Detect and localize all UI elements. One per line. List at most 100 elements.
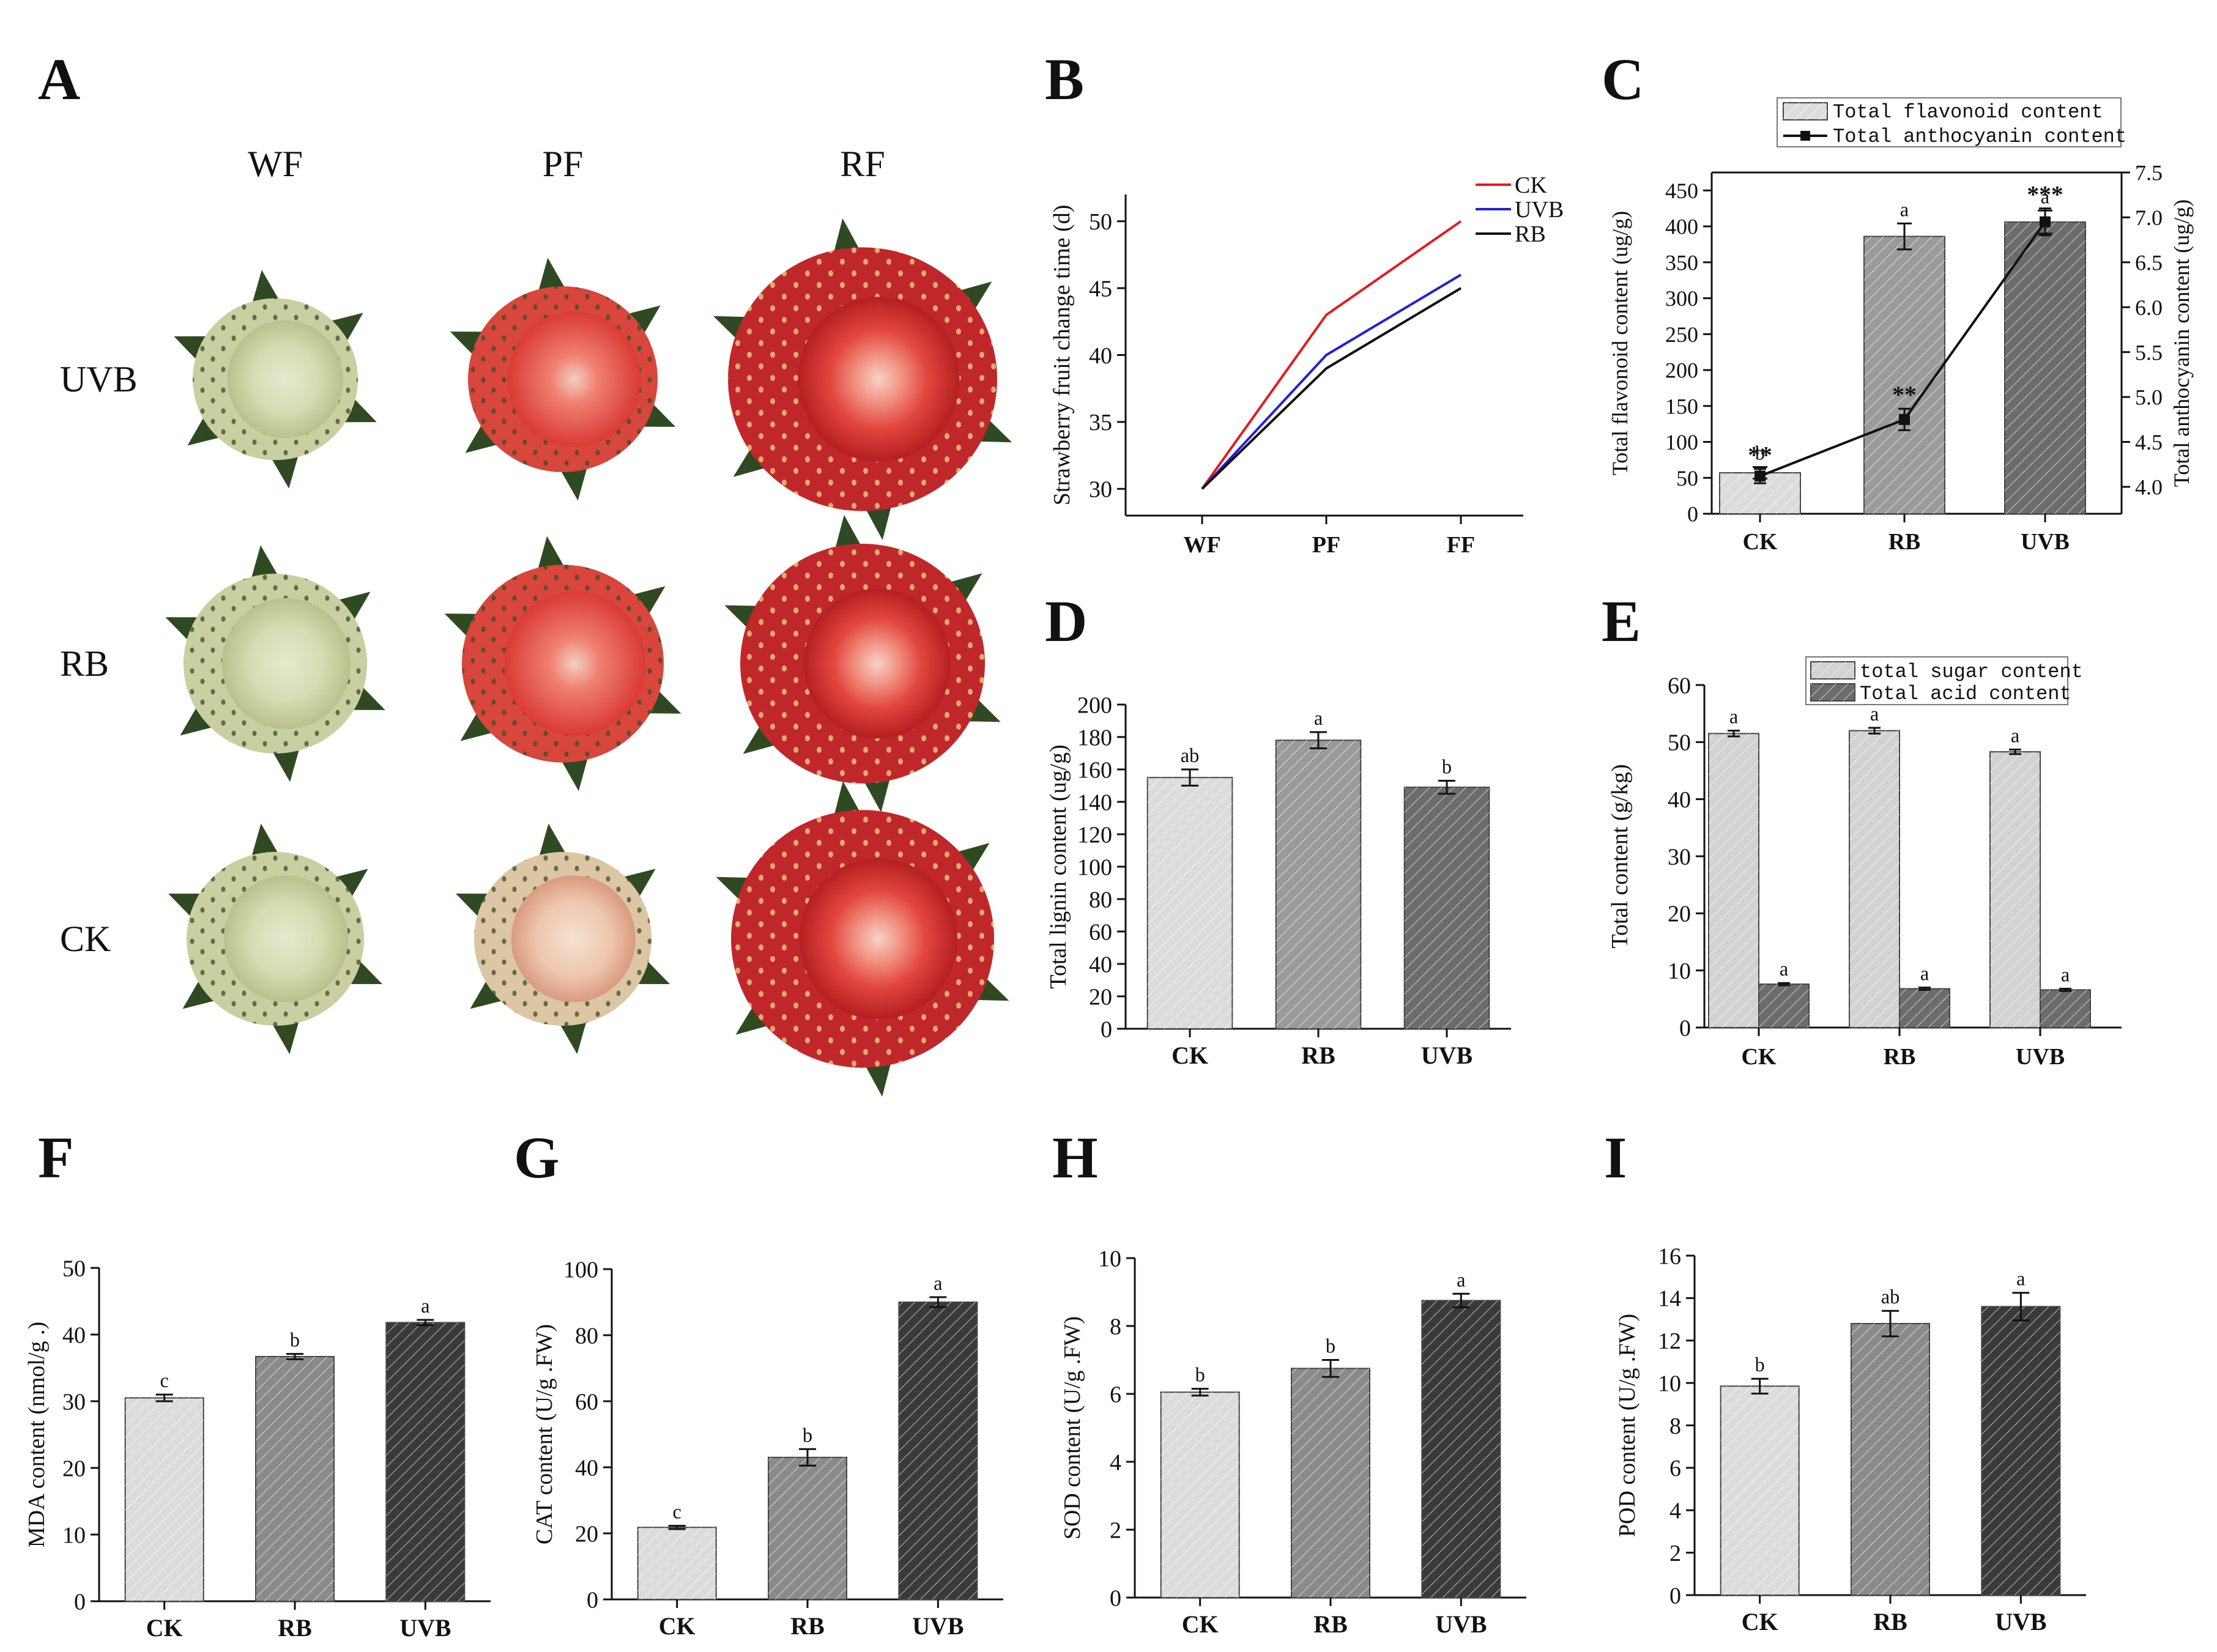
x-tick-label: UVB [399,1614,451,1642]
y2-tick-label: 5.5 [2135,340,2163,365]
y-tick-label: 100 [1665,430,1698,454]
panel-letter: H [1052,1125,1098,1190]
y-tick-label: 150 [1665,394,1698,418]
significance-letter: b [1442,756,1452,778]
sepal [336,591,371,622]
strawberry-photo-RB-PF [444,536,681,791]
panel-letter: G [514,1125,560,1190]
y-tick-label: 4 [1110,1450,1121,1475]
y-tick-label: 35 [1089,410,1112,435]
y-tick-label: 300 [1665,286,1698,311]
significance-letter: a [934,1272,942,1294]
panel-i-bar-chart: I 0 2 4 6 8 10 12 14 16 POD content (U/g .FW) b CK ab… [1604,1125,2086,1635]
y-tick-label: 200 [1665,358,1698,383]
y-tick-label: 2 [1669,1541,1681,1566]
bar-CK-hatch [1147,777,1233,1029]
strawberry-photo-CK-PF [455,823,670,1054]
row-label-UVB: UVB [60,359,138,399]
significance-letter: a [1729,706,1738,728]
y-axis-label: SOD content (U/g .FW) [1060,1316,1085,1539]
legend-box [1777,97,2122,147]
bar-RB-hatch [1851,1324,1929,1595]
bar-UVB-hatch [899,1302,978,1599]
sepal [252,270,280,303]
x-tick-label: RB [278,1614,311,1642]
y-tick-label: 20 [575,1521,598,1547]
significance-letter: b [1326,1335,1335,1357]
significance-letter: a [1314,707,1323,729]
y-axis-label: CAT content (U/g .FW) [532,1324,557,1544]
legend-label-RB: RB [1515,221,1546,247]
bar-RB-hatch [1864,236,1945,514]
panel-letter: A [38,46,80,112]
y-axis-label: POD content (U/g .FW) [1614,1314,1640,1537]
y-tick-label: 2 [1110,1517,1121,1543]
sepal [470,979,504,1009]
significance-letter: c [160,1369,168,1391]
sepal [626,305,661,336]
x-tick-label: CK [1182,1610,1219,1638]
sepal [864,1061,892,1097]
series-line-CK [1201,220,1462,490]
y-tick-label: 8 [1669,1413,1681,1439]
y-tick-label: 40 [575,1455,598,1481]
y-tick-label: 400 [1665,215,1698,239]
y-tick-label: 120 [1077,822,1112,848]
y2-tick-label: 5.0 [2135,385,2163,410]
sepal [538,257,565,292]
sepal [465,423,499,453]
sepal [622,869,656,899]
legend-swatch-flavonoid-hatch [1783,103,1827,120]
sepal [251,823,278,857]
y-tick-label: 40 [1089,343,1112,369]
significance-letter: c [672,1501,681,1523]
significance-stars: ** [1748,442,1772,469]
y-tick-label: 16 [1658,1243,1681,1269]
x-tick-label: CK [1172,1042,1208,1069]
y-axis-label: Strawberry fruit change time (d) [1049,205,1075,506]
y-tick-label: 40 [1668,787,1691,813]
x-tick-label: WF [1183,532,1220,558]
sepal [947,573,982,604]
y-tick-label: 80 [575,1323,598,1349]
x-tick-label: CK [146,1614,183,1642]
x-tick-label: RB [1884,1044,1916,1070]
strawberry-photo-CK-WF [168,823,383,1054]
sepal [733,445,769,477]
y2-tick-label: 4.5 [2135,430,2163,454]
sepal [271,455,299,489]
y-tick-label: 50 [1089,209,1112,235]
panel-f-bar-chart: F 0 10 20 30 40 50 MDA content (nmol/g .) c CK b RB… [24,1125,491,1642]
fruit-cross-section [222,598,351,730]
panel-letter: I [1604,1125,1627,1190]
bar-RB-hatch [256,1356,334,1601]
line-marker [1899,413,1910,425]
panel-h-bar-chart: H 0 2 4 6 8 10 SOD content (U/g .FW) b CK b RB a UVB [1052,1125,1526,1638]
bar-CK-hatch [1720,1386,1799,1595]
y-tick-label: 45 [1089,276,1112,302]
panel-letter: B [1045,46,1084,112]
y-tick-label: 0 [1101,1017,1112,1042]
fruit-cross-section [223,875,348,1002]
sepal [631,586,666,617]
y-tick-label: 0 [1110,1585,1121,1611]
significance-letter: a [421,1295,429,1317]
column-label-RF: RF [840,144,885,184]
y-tick-label: 12 [1658,1328,1681,1354]
panel-letter: D [1045,588,1087,654]
y-tick-label: 20 [1089,984,1112,1010]
panel-g-bar-chart: G 0 20 40 60 80 100 CAT content (U/g .FW) c CK b RB… [514,1125,1003,1640]
bar-CK-hatch [1160,1392,1239,1598]
y-tick-label: 6 [1669,1456,1681,1481]
sepal [330,313,363,343]
significance-letter: b [803,1424,812,1446]
series-line-RB [1201,287,1462,490]
y-tick-label: 30 [1668,844,1691,870]
sepal [864,504,892,540]
significance-letter: a [2011,724,2019,746]
panel-b-line-chart: B 30 35 40 45 50 Strawberry fruit change time … [1045,46,1564,558]
significance-letter: a [1900,199,1909,221]
sepal [834,514,862,550]
x-tick-label: UVB [1995,1608,2046,1635]
significance-letter: a [2041,186,2049,208]
